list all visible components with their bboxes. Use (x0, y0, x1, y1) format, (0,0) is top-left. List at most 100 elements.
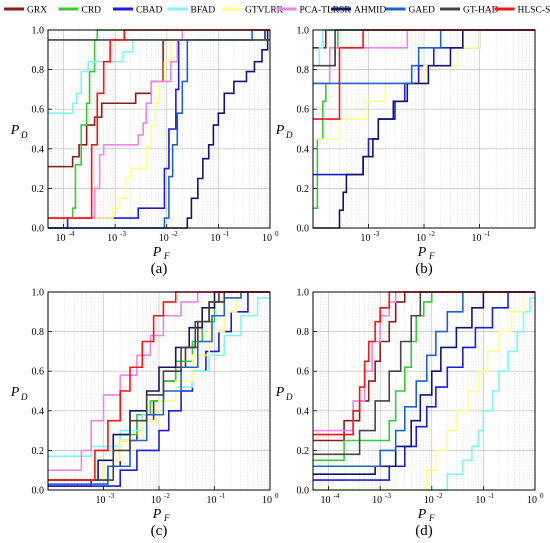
axes-frame (312, 291, 536, 491)
y-tick-label: 0.0 (32, 486, 45, 497)
series-line-cbad (313, 291, 535, 481)
y-axis-label-subscript: D (20, 130, 28, 140)
series-line-pca-tlrsr (48, 291, 270, 472)
legend-label: GAED (409, 6, 436, 16)
series-line-bfad (48, 297, 270, 458)
x-tick-exponent: -3 (120, 230, 126, 238)
x-tick-label: 10 (424, 495, 434, 506)
y-tick-label: 1.0 (297, 288, 310, 299)
legend-label: BFAD (191, 6, 216, 16)
y-tick-label: 0.8 (32, 65, 45, 76)
x-axis-label: P (152, 245, 162, 260)
x-tick-label: 10 (475, 495, 485, 506)
x-tick-label: 10 (96, 495, 106, 506)
x-tick-exponent: -2 (437, 492, 443, 500)
series-line-grx (313, 291, 535, 442)
y-tick-label: 1.0 (32, 26, 45, 37)
series-line-pca-tlrsr (313, 291, 535, 432)
series-line-gt-had (48, 291, 270, 481)
x-tick-label: 10 (372, 495, 382, 506)
y-tick-label: 0.0 (297, 486, 310, 497)
panel-label: (b) (415, 261, 433, 277)
x-tick-exponent: -2 (172, 230, 178, 238)
series-line-ahmid (313, 291, 535, 475)
roc-panel-a: 0.00.20.40.60.81.010 -4 10 -3 10 -2 10 -1 10 0P FP… (10, 26, 279, 278)
legend-label: CBAD (136, 6, 163, 16)
series-line-hlsc-ssgf (48, 291, 270, 481)
legend-label: PCA-TLRSR (300, 6, 352, 16)
x-tick-exponent: -4 (69, 230, 75, 238)
x-axis-label: P (417, 507, 427, 522)
series-line-ahmid (48, 29, 270, 229)
x-tick-exponent: -3 (374, 230, 380, 238)
y-tick-label: 1.0 (32, 288, 45, 299)
x-tick-label: 10 (56, 233, 66, 244)
y-tick-label: 0.6 (32, 367, 45, 378)
axes-frame (47, 29, 271, 229)
x-tick-exponent: -3 (385, 492, 391, 500)
x-tick-label: 10 (207, 495, 217, 506)
legend-item-hlsc-ssgf: HLSC-SSGF (494, 6, 550, 16)
series-group (48, 29, 270, 229)
legend-item-gt-had: GT-HAD (440, 6, 499, 16)
x-tick-exponent: 0 (275, 230, 279, 238)
series-line-ahmid (313, 29, 535, 229)
legend: GRX CRD CBAD BFAD GTVLRR PCA-TLRSR AHMID GAED GT… (4, 6, 550, 16)
y-axis-label-subscript: D (20, 392, 28, 402)
y-axis-label: P (10, 123, 20, 138)
y-tick-label: 0.4 (32, 144, 45, 155)
x-axis-label-subscript: F (163, 513, 170, 523)
series-line-hlsc-ssgf (48, 29, 270, 219)
x-tick-label: 10 (107, 233, 117, 244)
x-tick-exponent: 0 (540, 492, 544, 500)
y-tick-label: 1.0 (297, 26, 310, 37)
x-tick-exponent: 0 (275, 492, 279, 500)
series-line-cbad (48, 291, 270, 487)
legend-item-pca-tlrsr: PCA-TLRSR (276, 6, 352, 16)
x-tick-exponent: -1 (485, 230, 491, 238)
y-axis-label: P (275, 385, 285, 400)
legend-item-crd: CRD (58, 6, 101, 16)
series-line-bfad (313, 297, 535, 491)
series-line-gtvlrr (313, 291, 535, 491)
y-tick-label: 0.8 (297, 327, 310, 338)
x-tick-exponent: -3 (109, 492, 115, 500)
x-tick-label: 10 (262, 233, 272, 244)
legend-label: GTVLRR (245, 6, 284, 16)
series-line-gaed (313, 29, 535, 85)
x-tick-label: 10 (416, 233, 426, 244)
x-tick-label: 10 (210, 233, 220, 244)
gridlines (312, 29, 535, 229)
series-line-gt-had (313, 291, 535, 456)
x-tick-exponent: -1 (488, 492, 494, 500)
legend-item-cbad: CBAD (113, 6, 163, 16)
roc-panel-c: 0.00.20.40.60.81.010 -3 10 -2 10 -1 10 0P FP D(c) (10, 288, 279, 540)
y-tick-label: 0.8 (32, 327, 45, 338)
y-axis-label: P (275, 123, 285, 138)
series-line-pca-tlrsr (48, 29, 270, 219)
legend-item-gtvlrr: GTVLRR (222, 6, 284, 16)
x-tick-label: 10 (361, 233, 371, 244)
series-group (48, 291, 270, 487)
legend-label: HLSC-SSGF (518, 6, 550, 16)
panel-label: (a) (151, 261, 168, 277)
legend-label: GT-HAD (463, 6, 499, 16)
series-line-gtvlrr (48, 39, 270, 219)
x-tick-exponent: -1 (223, 230, 229, 238)
y-tick-label: 0.6 (32, 105, 45, 116)
y-tick-label: 0.6 (297, 367, 310, 378)
legend-item-ahmid: AHMID (331, 6, 386, 16)
series-line-hlsc-ssgf (313, 291, 535, 436)
x-tick-exponent: -4 (334, 492, 340, 500)
x-axis-label-subscript: F (428, 513, 435, 523)
x-tick-exponent: -2 (429, 230, 435, 238)
x-tick-label: 10 (472, 233, 482, 244)
series-line-bfad (48, 39, 270, 114)
legend-label: GRX (27, 6, 47, 16)
x-tick-label: 10 (527, 495, 537, 506)
y-axis-label-subscript: D (285, 392, 293, 402)
x-axis-label: P (417, 245, 427, 260)
x-axis-label: P (152, 507, 162, 522)
x-tick-label: 10 (321, 495, 331, 506)
